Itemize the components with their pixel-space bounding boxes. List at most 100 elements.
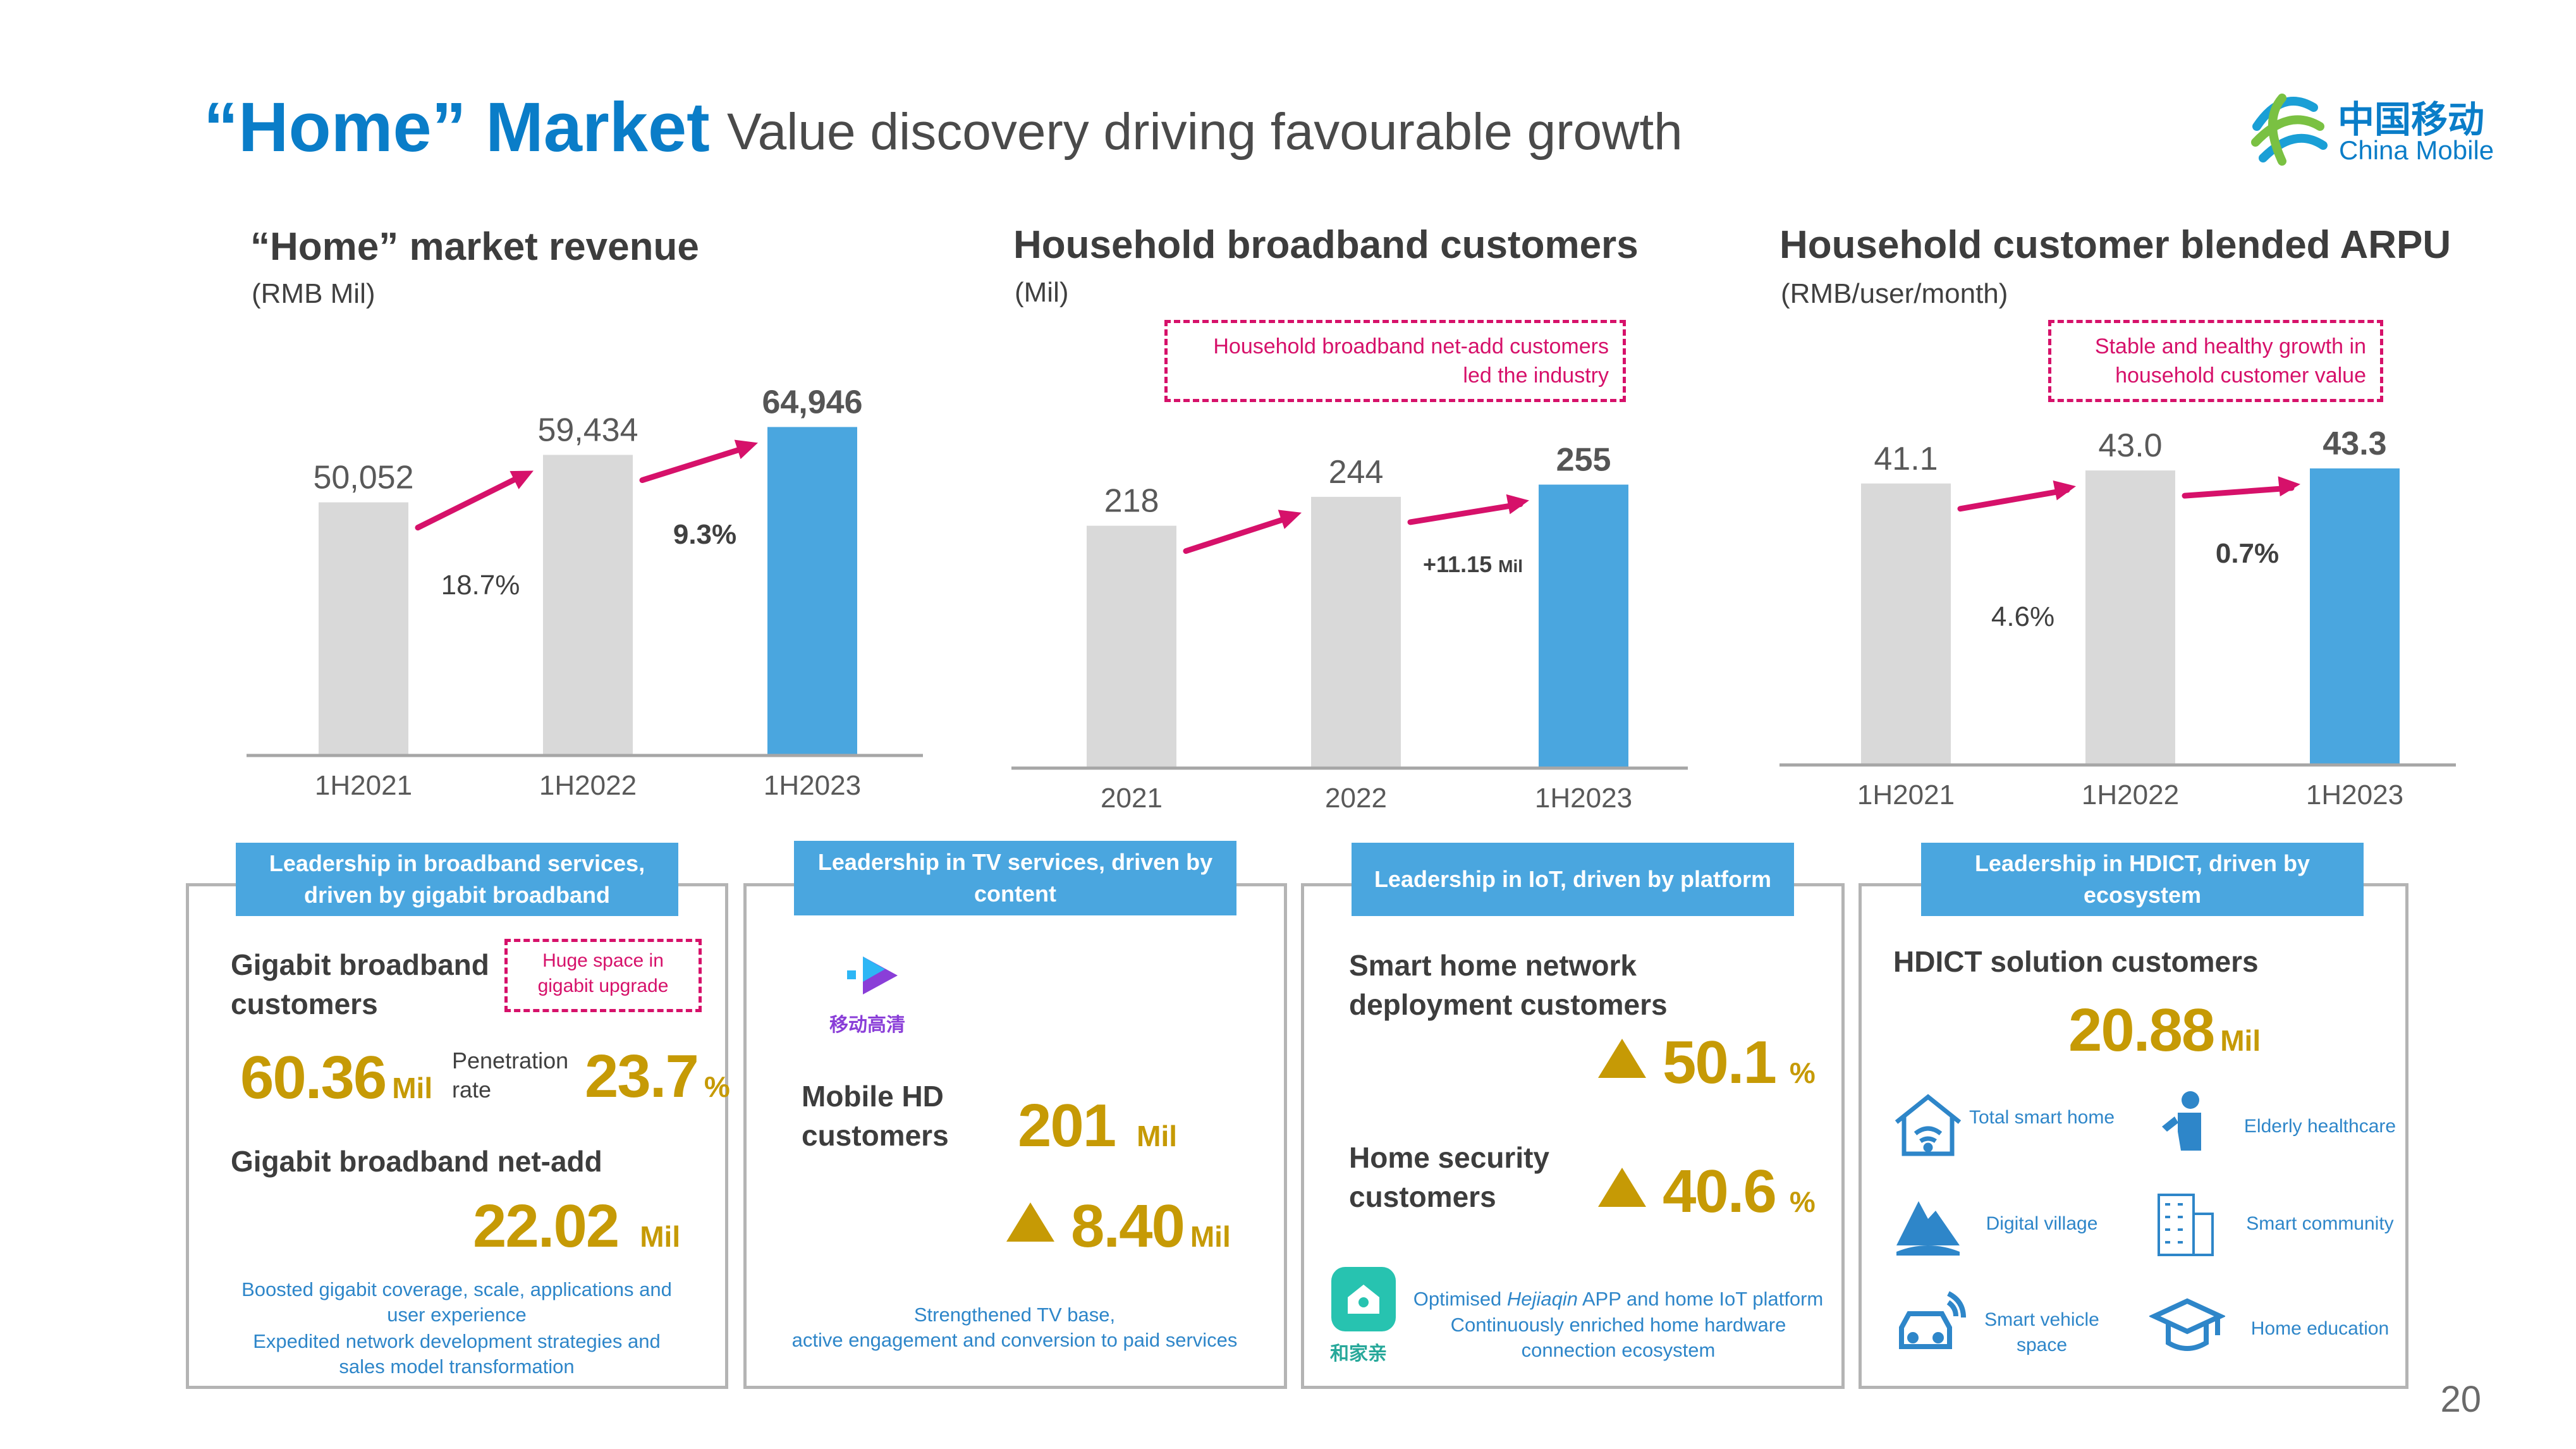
china-mobile-logo: 中国移动 China Mobile	[2244, 82, 2510, 171]
chart3-title: Household customer blended ARPU	[1779, 223, 2451, 267]
iot-note-1: Optimised Hejiaqin APP and home IoT plat…	[1413, 1288, 1824, 1310]
value-label-1: 59,434	[537, 412, 638, 449]
bar-2022	[1311, 496, 1401, 768]
home-security-label: Home security customers	[1349, 1141, 1550, 1213]
page-subtitle: Value discovery driving favourable growt…	[727, 103, 1683, 161]
hdict-label: HDICT solution customers	[1893, 945, 2259, 978]
growth-arrow-0	[1183, 510, 1302, 554]
growth-arrow-1	[2182, 476, 2300, 499]
bar-1H2023	[1539, 484, 1628, 768]
hdict-item-6-label: Home education	[2250, 1318, 2390, 1339]
growth-label-1: 0.7%	[2216, 538, 2279, 569]
netadd-label: Gigabit broadband net-add	[231, 1145, 602, 1178]
hdict-item-5-label: Smart vehicle space	[1984, 1309, 2099, 1355]
value-label-2: 64,946	[762, 384, 862, 420]
gigabit-callout: Huge space in gigabit upgrade	[504, 939, 702, 1012]
broadband-panel-head: Leadership in broadband services, driven…	[236, 843, 678, 916]
gigabit-label: Gigabit broadband customers	[231, 948, 489, 1020]
growth-label-0: 18.7%	[441, 570, 520, 601]
gigabit-value: 60.36 Mil	[240, 1044, 433, 1111]
hdict-item-4-label: Smart community	[2246, 1213, 2394, 1234]
bar-2021	[1087, 525, 1176, 768]
chart3-plot: 41.1 1H2021 43.0 1H2022 43.3 1H2023 4.6% 0.7%	[1779, 425, 2456, 810]
smart-community-icon	[2149, 1189, 2225, 1258]
mobile-hd-value: 201 Mil	[1018, 1092, 1178, 1159]
brand-cn: 中国移动	[2338, 99, 2485, 140]
category-label-1: 1H2022	[539, 770, 637, 801]
mobile-hd-growth: 8.40 Mil	[1006, 1192, 1231, 1261]
iot-panel-head: Leadership in IoT, driven by platform	[1352, 843, 1794, 916]
value-label-0: 41.1	[1874, 441, 1938, 477]
brand-en: China Mobile	[2339, 135, 2494, 165]
growth-arrow-1	[1407, 494, 1529, 525]
value-label-1: 244	[1329, 454, 1384, 491]
bar-1H2022	[543, 455, 633, 755]
chart2-unit: (Mil)	[1015, 277, 1069, 308]
growth-label-1: 9.3%	[673, 519, 736, 550]
growth-arrow-0	[415, 470, 534, 531]
page-title: “Home” Market	[204, 89, 710, 166]
tv-note-2: active engagement and conversion to paid…	[791, 1329, 1238, 1351]
home-security-growth: 40.6%	[1598, 1157, 1816, 1226]
bar-1H2023	[2310, 468, 2400, 765]
hdict-panel-head: Leadership in HDICT, driven by ecosystem	[1921, 843, 2364, 916]
bar-1H2023	[767, 427, 857, 755]
smart-home-network-label: Smart home network deployment customers	[1349, 949, 1668, 1021]
bar-1H2021	[1861, 483, 1951, 765]
up-triangle-icon	[1598, 1039, 1646, 1078]
chart3-unit: (RMB/user/month)	[1781, 278, 2008, 309]
category-label-1: 2022	[1325, 783, 1387, 814]
hdict-item-3-label: Digital village	[1986, 1213, 2098, 1234]
category-label-0: 2021	[1101, 783, 1163, 814]
logo-mark-icon	[2251, 94, 2328, 166]
penetration-label: Penetration rate	[452, 1048, 569, 1103]
page-number: 20	[2440, 1379, 2481, 1420]
smart-vehicle-icon	[1890, 1290, 1966, 1359]
home-education-icon	[2148, 1290, 2226, 1359]
value-label-1: 43.0	[2098, 427, 2162, 464]
iot-note-2: Continuously enriched home hardware conn…	[1450, 1314, 1786, 1361]
chart1-plot: 50,052 1H2021 59,434 1H2022 64,946 1H2023 18.7…	[247, 384, 923, 801]
growth-label-1: +11.15 Mil	[1423, 551, 1523, 577]
chart1-title: “Home” market revenue	[250, 225, 699, 269]
category-label-2: 1H2023	[764, 770, 861, 801]
value-label-0: 50,052	[313, 460, 413, 496]
broadband-note-1: Boosted gigabit coverage, scale, applica…	[241, 1278, 672, 1326]
bar-1H2022	[2085, 470, 2175, 765]
tv-note-1: Strengthened TV base,	[913, 1304, 1116, 1326]
elderly-healthcare-icon	[2149, 1087, 2225, 1157]
up-triangle-icon	[1598, 1168, 1646, 1207]
category-label-2: 1H2023	[1535, 783, 1632, 814]
smart-home-icon	[1890, 1091, 1966, 1160]
chart2-title: Household broadband customers	[1013, 223, 1639, 267]
chart3-callout: Stable and healthy growth in household c…	[2048, 320, 2383, 402]
hdict-item-2-label: Elderly healthcare	[2243, 1116, 2396, 1137]
digital-village-icon	[1890, 1189, 1966, 1258]
category-label-1: 1H2022	[2082, 780, 2179, 810]
category-label-0: 1H2021	[1857, 780, 1955, 810]
chart2-plot: 218 2021 244 2022 255 1H2023 +11.15 Mil	[1011, 442, 1688, 814]
hdict-item-1-label: Total smart home	[1969, 1107, 2115, 1128]
hejiaqin-app-icon	[1329, 1264, 1398, 1334]
hdict-value: 20.88 Mil	[2068, 996, 2261, 1064]
bar-1H2021	[319, 502, 408, 755]
mobile-hd-app-name: 移动高清	[829, 1015, 905, 1036]
category-label-0: 1H2021	[315, 770, 412, 801]
value-label-0: 218	[1104, 483, 1159, 520]
up-triangle-icon	[1006, 1202, 1054, 1242]
growth-label-0: 4.6%	[1991, 601, 2054, 632]
chart2-callout: Household broadband net-add customers le…	[1164, 320, 1626, 402]
growth-arrow-1	[639, 439, 758, 484]
broadband-note-2: Expedited network development strategies…	[253, 1330, 661, 1378]
chart1-unit: (RMB Mil)	[252, 278, 375, 309]
tv-panel-head: Leadership in TV services, driven by con…	[794, 841, 1236, 915]
value-label-2: 255	[1556, 442, 1611, 479]
mobile-hd-app-icon	[834, 951, 923, 1002]
penetration-value: 23.7%	[585, 1042, 730, 1110]
mobile-hd-label: Mobile HD customers	[802, 1080, 949, 1152]
hejiaqin-app-name: 和家亲	[1330, 1343, 1387, 1364]
value-label-2: 43.3	[2323, 425, 2386, 462]
smart-home-network-growth: 50.1%	[1598, 1028, 1816, 1097]
netadd-value: 22.02 Mil	[473, 1192, 681, 1260]
category-label-2: 1H2023	[2306, 780, 2403, 810]
